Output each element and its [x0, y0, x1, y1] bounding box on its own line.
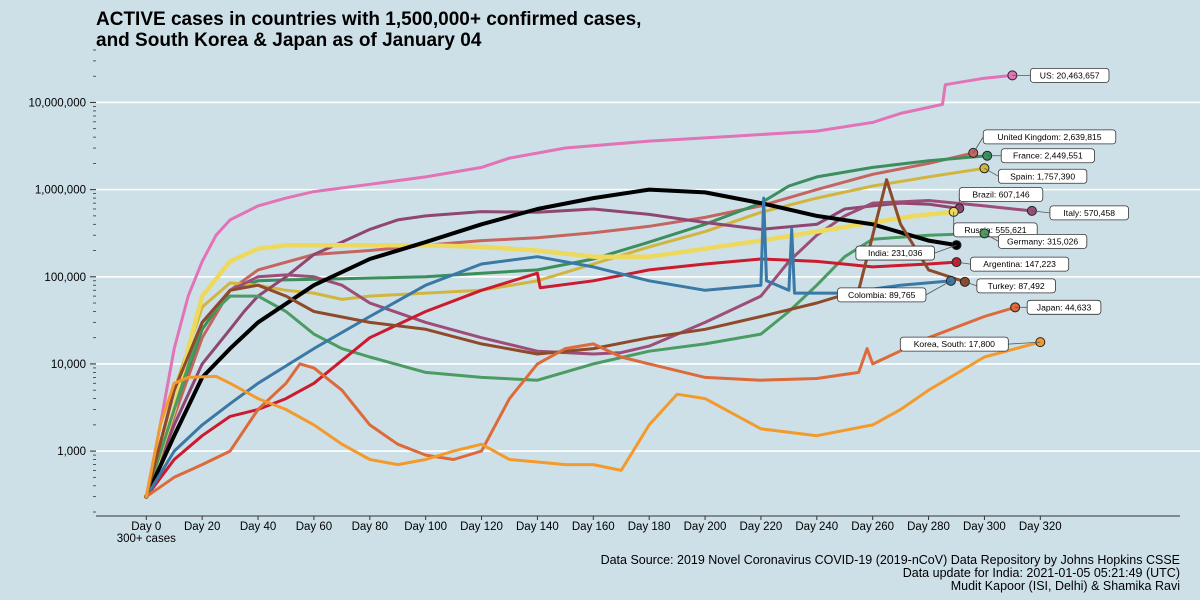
label-box-united-kingdom — [982, 129, 1117, 145]
label-leader-india — [934, 244, 957, 254]
x-tick-label-0: Day 0 — [131, 521, 161, 533]
x-tick-label-220: Day 220 — [740, 521, 783, 533]
x-tick-label-60: Day 60 — [296, 521, 332, 533]
x-tick-label-20: Day 20 — [184, 521, 220, 533]
series-line-spain — [144, 166, 986, 499]
label-box-brazil — [958, 187, 1044, 202]
x-tick-label-240: Day 240 — [795, 521, 838, 533]
series-line-colombia — [144, 196, 953, 499]
footer-source: Data Source: 2019 Novel Coronavirus COVI… — [601, 553, 1180, 567]
series-line-russia — [144, 209, 956, 499]
series-line-japan — [144, 305, 1017, 499]
label-text-russia: Russia: 555,621 — [964, 225, 1026, 235]
label-box-argentina — [970, 256, 1070, 272]
x-tick-label-180: Day 180 — [628, 521, 671, 533]
footer: Data Source: 2019 Novel Coronavirus COVI… — [601, 553, 1180, 593]
label-text-colombia: Colombia: 89,765 — [848, 290, 916, 300]
x-tick-label-260: Day 260 — [851, 521, 894, 533]
title-line-1: ACTIVE cases in countries with 1,500,000… — [96, 9, 641, 30]
label-text-italy: Italy: 570,458 — [1063, 208, 1115, 218]
label-box-russia — [953, 222, 1038, 238]
y-tick-labels: 1,000 10,000 100,000 1,000,000 10,000,000 — [28, 97, 96, 458]
y-tick-label-10-000: 10,000 — [51, 359, 86, 371]
series-line-turkey — [144, 178, 967, 499]
label-box-france — [1000, 148, 1095, 164]
series-line-korea-south — [144, 340, 1042, 499]
chart-title: ACTIVE cases in countries with 1,500,000… — [96, 9, 641, 51]
x-tick-label-40: Day 40 — [240, 521, 276, 533]
label-text-us: US: 20,463,657 — [1040, 70, 1100, 80]
footer-update: Data update for India: 2021-01-05 05:21:… — [903, 566, 1180, 580]
label-box-korea-south — [899, 336, 1009, 352]
y-tick-label-1-000-000: 1,000,000 — [35, 185, 86, 197]
label-leader-korea-south — [1008, 341, 1041, 345]
footer-authors: Mudit Kapoor (ISI, Delhi) & Shamika Ravi — [951, 579, 1180, 593]
series-line-argentina — [144, 257, 958, 499]
series-line-us — [144, 73, 1014, 499]
label-text-spain: Spain: 1,757,390 — [1010, 171, 1075, 181]
label-leader-italy — [1031, 210, 1050, 214]
x-tick-label-120: Day 120 — [460, 521, 503, 533]
label-text-turkey: Turkey: 87,492 — [988, 281, 1045, 291]
label-leader-turkey — [964, 281, 978, 287]
x-tick-label-320: Day 320 — [1019, 521, 1062, 533]
label-box-turkey — [976, 278, 1056, 294]
label-box-colombia — [837, 287, 927, 303]
y-minor-ticks — [93, 49, 96, 513]
series-labels: US: 20,463,657 United Kingdom: 2,639,815 F… — [837, 67, 1129, 352]
label-leader-spain — [984, 167, 999, 177]
series-lines — [144, 73, 1042, 499]
label-text-japan: Japan: 44,633 — [1037, 302, 1092, 312]
x-tick-label-0-sub: 300+ cases — [117, 533, 176, 545]
label-text-argentina: Argentina: 147,223 — [983, 259, 1056, 269]
label-leader-united-kingdom — [972, 136, 984, 154]
series-line-brazil — [144, 201, 961, 499]
x-tick-label-100: Day 100 — [404, 521, 447, 533]
series-line-germany — [144, 231, 986, 499]
x-tick-label-80: Day 80 — [352, 521, 388, 533]
label-text-korea-south: Korea, South: 17,800 — [914, 339, 995, 349]
label-box-germany — [998, 233, 1088, 249]
label-text-united-kingdom: United Kingdom: 2,639,815 — [997, 132, 1101, 142]
y-tick-label-1-000: 1,000 — [57, 446, 86, 458]
x-tick-label-160: Day 160 — [572, 521, 615, 533]
x-tick-label-280: Day 280 — [907, 521, 950, 533]
x-tick-label-200: Day 200 — [684, 521, 727, 533]
label-box-japan — [1026, 299, 1102, 315]
label-text-france: France: 2,449,551 — [1013, 151, 1083, 161]
label-box-india — [855, 245, 935, 261]
label-leader-colombia — [925, 280, 952, 296]
title-line-2: and South Korea & Japan as of January 04 — [96, 30, 482, 51]
series-line-india — [144, 187, 959, 499]
y-tick-label-10-000-000: 10,000,000 — [28, 97, 86, 109]
x-tick-label-300: Day 300 — [963, 521, 1006, 533]
label-text-brazil: Brazil: 607,146 — [972, 190, 1030, 200]
label-text-germany: Germany: 315,026 — [1007, 236, 1078, 246]
label-box-spain — [998, 168, 1088, 184]
label-leader-argentina — [956, 261, 971, 265]
x-tick-label-140: Day 140 — [516, 521, 559, 533]
label-box-us — [1029, 67, 1110, 83]
y-tick-label-100-000: 100,000 — [44, 272, 86, 284]
label-box-italy — [1049, 205, 1129, 221]
label-leader-germany — [984, 233, 999, 242]
label-text-india: India: 231,036 — [868, 248, 923, 258]
